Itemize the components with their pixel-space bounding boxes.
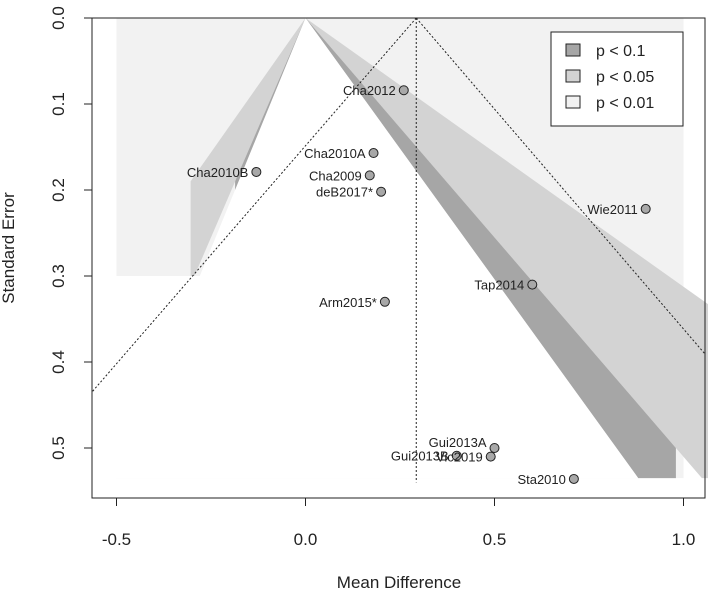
point-tap2014 [527,279,538,290]
y-tick-label: 0.5 [49,436,68,460]
point-vic2019 [485,451,496,462]
point-label-cha2010a: Cha2010A [304,146,366,161]
x-tick-label: 0.5 [483,530,507,549]
legend-swatch [565,43,581,57]
point-label-tap2014: Tap2014 [474,278,524,293]
contour-nonsig [116,18,639,479]
point-label-cha2009: Cha2009 [309,168,362,183]
y-tick-label: 0.4 [49,350,68,374]
contour-p05-right [305,18,708,479]
point-cha2012 [398,85,409,96]
legend-label: p < 0.05 [596,69,654,86]
point-label-gui2013a: Gui2013A [429,435,487,450]
legend-swatch [565,95,581,109]
point-gui2013a [489,443,500,453]
point-label-wie2011: Wie2011 [587,202,637,217]
study-points [251,85,651,484]
point-sta2010 [568,473,579,484]
legend-swatch [565,69,581,83]
reference-lines [91,17,706,483]
point-label-cha2012: Cha2012 [343,83,396,98]
point-label-deb2017: deB2017* [316,185,373,200]
point-label-gui2013b: Gui2013B [391,449,449,464]
point-label-sta2010: Sta2010 [517,472,565,487]
point-label-cha2010b: Cha2010B [187,165,248,180]
point-arm2015 [379,296,390,307]
legend: p < 0.1 p < 0.05 p < 0.01 [550,31,684,127]
legend-label: p < 0.1 [596,43,645,60]
funnel-right-line [415,17,706,355]
x-axis-title: Mean Difference [337,573,461,592]
point-cha2010b [251,166,262,177]
point-cha2010a [368,148,379,159]
point-label-arm2015: Arm2015* [319,295,377,310]
x-tick-label: 1.0 [672,530,696,549]
y-axis: 0.0 0.1 0.2 0.3 0.4 0.5 [49,6,92,460]
point-gui2013b [451,450,462,461]
point-label-vic2019: Vic2019 [436,450,483,465]
y-tick-label: 0.2 [49,178,68,202]
y-tick-label: 0.1 [49,92,68,116]
legend-label: p < 0.01 [596,95,654,112]
x-tick-label: 0.0 [294,530,318,549]
y-axis-title: Standard Error [0,192,18,304]
point-wie2011 [640,203,651,214]
y-tick-label: 0.3 [49,264,68,288]
contour-p10-right [305,18,676,479]
plot-frame [91,17,706,499]
contour-p05-left [190,18,306,276]
x-tick-label: -0.5 [102,530,131,549]
point-cha2009 [364,170,375,181]
x-axis: -0.5 0.0 0.5 1.0 [102,498,695,549]
funnel-left-line [91,17,417,393]
y-tick-label: 0.0 [49,6,68,30]
study-labels: Cha2012 Cha2010A Cha2010B Cha2009 deB2017* Wi… [187,83,638,487]
point-deb2017 [376,186,387,197]
